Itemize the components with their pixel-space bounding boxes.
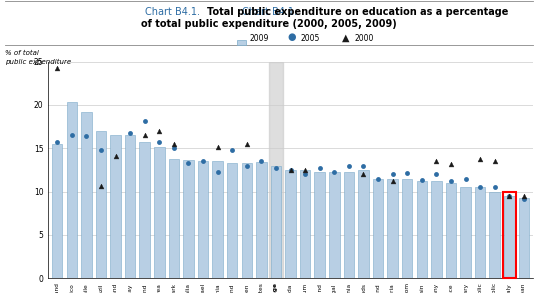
Bar bbox=[445, 183, 456, 278]
Bar bbox=[490, 192, 500, 278]
Bar bbox=[503, 192, 516, 278]
Text: % of total: % of total bbox=[5, 50, 39, 56]
Bar bbox=[268, 62, 283, 278]
Bar bbox=[519, 198, 529, 278]
Bar bbox=[504, 196, 514, 278]
Text: ●: ● bbox=[288, 33, 296, 42]
Text: ▲: ▲ bbox=[342, 33, 349, 42]
Bar bbox=[402, 180, 413, 278]
Bar bbox=[387, 179, 398, 278]
Bar bbox=[110, 135, 121, 278]
Bar bbox=[285, 170, 296, 278]
Bar bbox=[168, 159, 179, 278]
Bar bbox=[416, 181, 427, 278]
Text: Total public expenditure on education as a percentage: Total public expenditure on education as… bbox=[207, 7, 508, 17]
Bar bbox=[271, 166, 281, 278]
Bar bbox=[96, 131, 106, 278]
Bar bbox=[242, 163, 252, 278]
Bar bbox=[227, 163, 237, 278]
Bar bbox=[52, 144, 62, 278]
Bar bbox=[344, 172, 354, 278]
Bar bbox=[139, 142, 150, 278]
Bar bbox=[213, 161, 223, 278]
Bar bbox=[431, 181, 442, 278]
Bar bbox=[154, 146, 165, 278]
Bar bbox=[256, 162, 267, 278]
Bar bbox=[67, 102, 77, 278]
Bar bbox=[81, 112, 91, 278]
Text: 2005: 2005 bbox=[300, 34, 320, 43]
Bar bbox=[300, 170, 310, 278]
Bar bbox=[358, 170, 369, 278]
Bar bbox=[373, 179, 383, 278]
Text: 2009: 2009 bbox=[249, 34, 268, 43]
Bar bbox=[125, 135, 136, 278]
Bar bbox=[475, 187, 485, 278]
Text: public expenditure: public expenditure bbox=[5, 59, 72, 65]
Text: 2000: 2000 bbox=[354, 34, 373, 43]
Bar bbox=[329, 172, 339, 278]
Bar bbox=[183, 159, 194, 278]
Text: Chart B4.1.: Chart B4.1. bbox=[242, 7, 296, 17]
Bar bbox=[198, 161, 208, 278]
Bar bbox=[461, 187, 471, 278]
Text: of total public expenditure (2000, 2005, 2009): of total public expenditure (2000, 2005,… bbox=[141, 19, 397, 29]
Text: Chart B4.1.: Chart B4.1. bbox=[145, 7, 200, 17]
Bar bbox=[314, 172, 325, 278]
